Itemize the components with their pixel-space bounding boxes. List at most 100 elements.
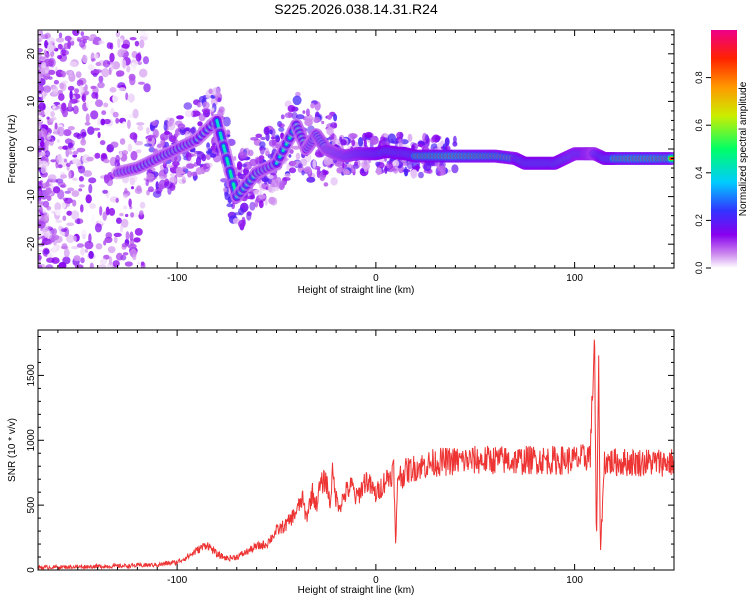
spectrogram-speckle-cell	[57, 126, 65, 137]
spectrogram-x-tick-label: 100	[566, 273, 583, 284]
spectrogram-speckle-cell	[217, 97, 222, 103]
spectrogram-speckle-cell	[47, 43, 54, 53]
spectrogram-speckle-cell	[250, 137, 259, 141]
spectrogram-speckle-cell	[288, 167, 297, 174]
spectrogram-speckle-cell	[39, 201, 44, 207]
spectrogram-speckle-cell	[183, 102, 193, 110]
spectrogram-speckle-cell	[128, 198, 132, 207]
spectrogram-speckle-cell	[89, 203, 97, 209]
spectrogram-speckle-cell	[109, 256, 113, 266]
spectrogram-speckle-cell	[288, 154, 292, 158]
spectrogram-speckle-cell	[47, 174, 57, 181]
spectrogram-speckle-cell	[406, 159, 414, 170]
spectrogram-speckle-cell	[417, 143, 424, 147]
spectrogram-speckle-cell	[208, 88, 213, 94]
spectrogram-speckle-cell	[88, 250, 94, 259]
spectrogram-speckle-cell	[119, 212, 124, 217]
spectrogram-speckle-cell	[169, 173, 175, 177]
spectrogram-speckle-cell	[78, 188, 83, 192]
spectrogram-speckle-cell	[407, 133, 413, 142]
spectrogram-speckle-cell	[42, 200, 50, 208]
spectrogram-speckle-cell	[142, 33, 150, 38]
spectrogram-speckle-cell	[158, 176, 165, 180]
spectrogram-speckle-cell	[306, 176, 316, 183]
spectrogram-speckle-cell	[38, 124, 42, 129]
spectrogram-speckle-cell	[41, 228, 50, 237]
spectrogram-speckle-cell	[291, 145, 301, 150]
spectrogram-speckle-cell	[201, 108, 211, 114]
spectrogram-speckle-cell	[143, 56, 149, 65]
spectrogram-speckle-cell	[50, 234, 60, 241]
spectrogram-speckle-cell	[92, 72, 98, 78]
spectrogram-speckle-cell	[121, 242, 129, 248]
spectrogram-speckle-cell	[312, 159, 317, 169]
spectrogram-speckle-cell	[60, 49, 69, 56]
spectrogram-speckle-cell	[103, 159, 110, 164]
spectrogram-speckle-cell	[70, 40, 75, 46]
spectrogram-speckle-cell	[79, 39, 86, 48]
spectrogram-speckle-cell	[172, 161, 180, 167]
spectrogram-speckle-cell	[125, 213, 129, 218]
spectrogram-speckle-cell	[110, 141, 119, 148]
spectrogram-y-tick-label: 10	[26, 95, 37, 107]
spectrogram-speckle-cell	[55, 219, 63, 223]
spectrogram-speckle-cell	[132, 253, 137, 261]
spectrogram-speckle-cell	[444, 145, 451, 151]
spectrogram-speckle-cell	[267, 184, 273, 193]
spectrogram-speckle-cell	[258, 194, 266, 200]
spectrogram-speckle-cell	[146, 173, 155, 180]
spectrogram-speckle-cell	[102, 189, 108, 194]
spectrogram-speckle-cell	[62, 256, 71, 265]
spectrogram-speckle-cell	[72, 150, 79, 155]
spectrogram-speckle-cell	[57, 164, 63, 169]
spectrogram-x-tick-label: -100	[167, 273, 187, 284]
colorbar-tick-label: 0.2	[694, 214, 704, 227]
spectrogram-speckle-cell	[113, 232, 122, 237]
spectrogram-speckle-cell	[425, 133, 429, 143]
spectrogram-speckle-cell	[84, 84, 88, 92]
spectrogram-speckle-cell	[55, 37, 65, 43]
spectrogram-speckle-cell	[159, 133, 169, 141]
spectrogram-speckle-cell	[163, 166, 169, 175]
spectrogram-speckle-cell	[109, 87, 117, 93]
spectrogram-speckle-cell	[75, 71, 82, 78]
spectrogram-speckle-cell	[351, 168, 356, 173]
spectrogram-speckle-cell	[106, 42, 112, 49]
spectrogram-speckle-cell	[310, 102, 315, 109]
spectrogram-speckle-cell	[84, 240, 94, 250]
spectrogram-speckle-cell	[103, 102, 109, 108]
spectrogram-y-tick-label: 0	[26, 146, 37, 152]
spectrogram-speckle-cell	[63, 158, 68, 163]
spectrogram-speckle-cell	[95, 243, 103, 250]
spectrogram-speckle-cell	[38, 93, 42, 98]
spectrogram-speckle-cell	[66, 222, 75, 227]
spectrogram-speckle-cell	[72, 154, 78, 158]
spectrogram-speckle-cell	[46, 37, 56, 44]
spectrogram-speckle-cell	[148, 137, 152, 142]
spectrogram-speckle-cell	[143, 83, 151, 93]
spectrogram-speckle-cell	[78, 176, 84, 182]
spectrogram-speckle-cell	[97, 81, 105, 89]
snr-y-tick-label: 1500	[26, 364, 37, 387]
spectrogram-speckle-cell	[111, 61, 121, 70]
spectrogram-speckle-cell	[124, 261, 133, 267]
spectrogram-speckle-cell	[77, 166, 83, 170]
spectrogram-speckle-cell	[105, 232, 113, 239]
spectrogram-speckle-cell	[69, 98, 78, 104]
spectrogram-speckle-cell	[82, 54, 88, 64]
spectrogram-speckle-cell	[41, 182, 51, 188]
snr-x-tick-label: 0	[373, 575, 379, 586]
spectrogram-speckle-cell	[80, 247, 85, 256]
spectrogram-speckle-cell	[312, 116, 321, 122]
spectrogram-speckle-cell	[255, 133, 263, 138]
spectrogram-speckle-cell	[115, 154, 120, 164]
spectrogram-speckle-cell	[58, 32, 63, 39]
spectrogram-speckle-cell	[351, 139, 356, 147]
spectrogram-speckle-cell	[38, 42, 42, 47]
spectrogram-speckle-cell	[127, 143, 133, 152]
spectrogram-speckle-cell	[45, 240, 53, 245]
spectrogram-speckle-cell	[205, 153, 211, 160]
spectrogram-speckle-cell	[130, 150, 138, 161]
spectrogram-speckle-cell	[39, 205, 43, 215]
